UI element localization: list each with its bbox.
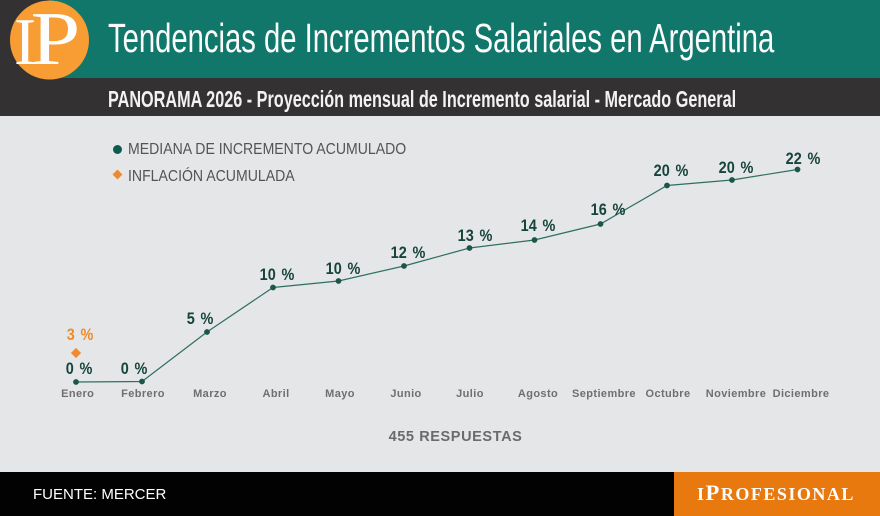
- svg-text:IPROFESIONAL: IPROFESIONAL: [697, 480, 855, 505]
- svg-text:P: P: [31, 0, 81, 81]
- svg-text:I: I: [14, 6, 36, 79]
